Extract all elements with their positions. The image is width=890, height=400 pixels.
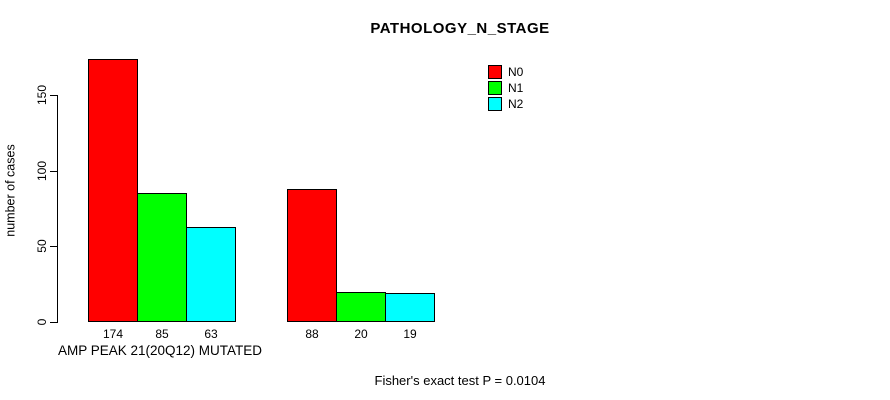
legend-item-n1: N1 [488,80,523,96]
legend-item-n0: N0 [488,64,523,80]
y-tick-label: 150 [35,84,49,106]
legend-label: N0 [508,65,524,79]
legend-label: N1 [508,81,524,95]
y-tick-label: 50 [35,239,49,253]
y-axis-line [57,95,58,323]
legend-swatch-n2 [488,97,502,111]
bar-n2-group1 [186,227,236,322]
y-axis-tick [50,246,57,247]
y-axis-tick [50,322,57,323]
legend-swatch-n0 [488,65,502,79]
chart-title: PATHOLOGY_N_STAGE [370,20,550,37]
bar-n0-group1 [88,59,138,322]
bar-n1-group2 [336,292,386,322]
stat-test-annotation: Fisher's exact test P = 0.0104 [374,373,546,388]
y-axis-tick [50,95,57,96]
bar-value-label: 19 [403,327,417,341]
bar-n0-group2 [287,189,337,322]
legend-label: N2 [508,97,524,111]
legend: N0 N1 N2 [488,64,523,112]
y-tick-label: 100 [35,160,49,182]
bar-value-label: 20 [354,327,368,341]
bar-value-label: 88 [305,327,319,341]
legend-swatch-n1 [488,81,502,95]
bar-n1-group1 [137,193,187,322]
y-tick-label: 0 [35,318,49,326]
x-group-label: AMP PEAK 21(20Q12) MUTATED [57,343,263,358]
legend-item-n2: N2 [488,96,523,112]
bar-value-label: 85 [155,327,169,341]
bar-value-label: 174 [102,327,124,341]
bar-n2-group2 [385,293,435,322]
y-axis-tick [50,171,57,172]
bar-value-label: 63 [204,327,218,341]
